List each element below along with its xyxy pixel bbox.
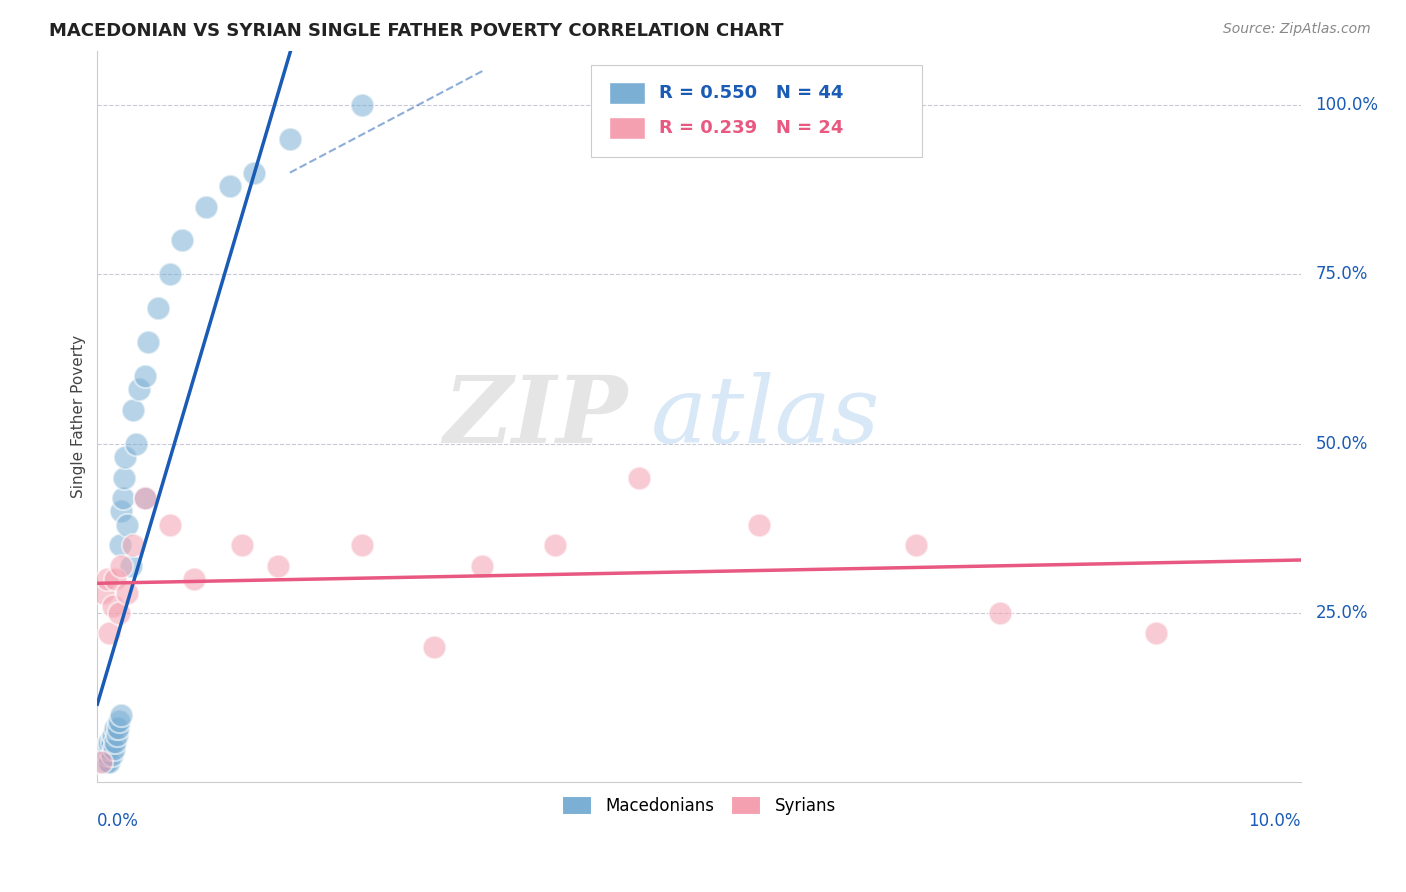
Point — [117, 586, 139, 600]
Point — [104, 572, 127, 586]
Point — [243, 166, 266, 180]
Point — [120, 558, 142, 573]
FancyBboxPatch shape — [609, 117, 645, 139]
Point — [94, 741, 117, 756]
Point — [748, 518, 770, 533]
Point — [159, 518, 181, 533]
Point — [423, 640, 446, 654]
Point — [93, 755, 115, 769]
FancyBboxPatch shape — [591, 65, 922, 157]
Point — [107, 721, 129, 735]
Point — [110, 707, 132, 722]
Point — [170, 234, 193, 248]
Point — [93, 741, 115, 756]
Point — [125, 436, 148, 450]
Point — [101, 735, 124, 749]
Point — [218, 179, 240, 194]
Text: 10.0%: 10.0% — [1249, 812, 1301, 830]
Point — [104, 735, 127, 749]
Point — [96, 572, 118, 586]
Point — [352, 98, 374, 112]
Point — [904, 538, 927, 552]
Text: 75.0%: 75.0% — [1315, 265, 1368, 284]
Text: Source: ZipAtlas.com: Source: ZipAtlas.com — [1223, 22, 1371, 37]
Point — [231, 538, 253, 552]
Point — [101, 728, 124, 742]
Point — [134, 491, 156, 505]
Point — [471, 558, 494, 573]
Point — [122, 402, 145, 417]
Point — [134, 368, 156, 383]
Point — [98, 741, 121, 756]
Point — [104, 721, 127, 735]
Point — [105, 728, 128, 742]
Point — [114, 450, 136, 465]
Point — [90, 755, 112, 769]
Point — [103, 741, 125, 756]
Text: MACEDONIAN VS SYRIAN SINGLE FATHER POVERTY CORRELATION CHART: MACEDONIAN VS SYRIAN SINGLE FATHER POVER… — [49, 22, 783, 40]
Point — [91, 748, 114, 763]
Point — [97, 748, 120, 763]
Text: R = 0.550   N = 44: R = 0.550 N = 44 — [659, 84, 844, 102]
Point — [108, 606, 131, 620]
Point — [267, 558, 290, 573]
Point — [146, 301, 169, 315]
Point — [110, 504, 132, 518]
Point — [278, 132, 301, 146]
Point — [122, 538, 145, 552]
Point — [988, 606, 1011, 620]
Point — [134, 491, 156, 505]
FancyBboxPatch shape — [609, 82, 645, 104]
Point — [111, 491, 134, 505]
Point — [112, 470, 135, 484]
Text: 50.0%: 50.0% — [1315, 434, 1368, 452]
Point — [627, 470, 650, 484]
Point — [98, 626, 121, 640]
Point — [90, 755, 112, 769]
Point — [110, 558, 132, 573]
Point — [96, 755, 118, 769]
Point — [101, 599, 124, 614]
Point — [1146, 626, 1168, 640]
Point — [98, 755, 121, 769]
Text: R = 0.239   N = 24: R = 0.239 N = 24 — [659, 120, 844, 137]
Point — [93, 586, 115, 600]
Point — [194, 200, 217, 214]
Text: 100.0%: 100.0% — [1315, 95, 1378, 114]
Point — [98, 735, 121, 749]
Legend: Macedonians, Syrians: Macedonians, Syrians — [555, 789, 842, 822]
Point — [128, 383, 150, 397]
Text: atlas: atlas — [651, 372, 880, 461]
Point — [96, 741, 118, 756]
Point — [93, 755, 115, 769]
Point — [159, 267, 181, 281]
Point — [183, 572, 205, 586]
Point — [101, 748, 124, 763]
Text: 0.0%: 0.0% — [97, 812, 139, 830]
Point — [117, 518, 139, 533]
Point — [110, 538, 132, 552]
Point — [544, 538, 567, 552]
Y-axis label: Single Father Poverty: Single Father Poverty — [72, 335, 86, 498]
Point — [136, 334, 159, 349]
Text: 25.0%: 25.0% — [1315, 604, 1368, 622]
Point — [352, 538, 374, 552]
Point — [108, 714, 131, 729]
Text: ZIP: ZIP — [443, 372, 627, 461]
Point — [94, 748, 117, 763]
